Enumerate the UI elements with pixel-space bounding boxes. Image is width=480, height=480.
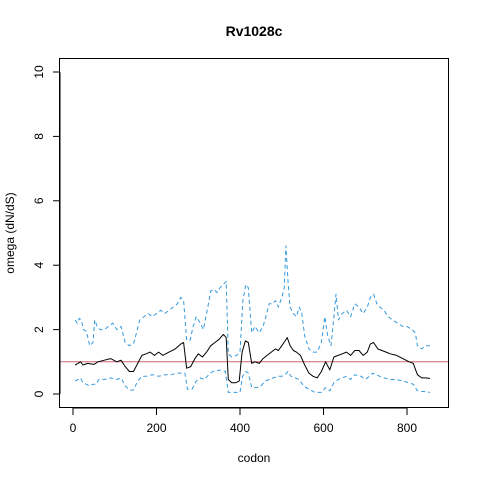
y-axis: 0 2 4 6 8 10: [32, 65, 61, 397]
plot-area-frame: [59, 58, 449, 408]
x-axis-label: codon: [238, 451, 271, 465]
x-tick-label: 0: [70, 421, 77, 435]
series-line-mean: [74, 333, 431, 384]
y-tick-label: 6: [32, 197, 46, 204]
series-layer: [60, 245, 448, 393]
y-tick-label: 0: [32, 390, 46, 397]
x-tick-label: 200: [146, 421, 166, 435]
y-tick-label: 10: [32, 65, 46, 79]
x-tick-label: 600: [313, 421, 333, 435]
y-tick-label: 2: [32, 326, 46, 333]
chart-title: Rv1028c: [226, 23, 283, 39]
y-tick-label: 8: [32, 133, 46, 140]
y-tick-label: 4: [32, 262, 46, 269]
series-line-upper: [74, 245, 430, 358]
series-line-lower: [74, 369, 431, 393]
y-axis-label: omega (dN/dS): [3, 192, 17, 273]
x-tick-label: 400: [230, 421, 250, 435]
x-tick-label: 800: [397, 421, 417, 435]
x-axis: 0 200 400 600 800: [70, 407, 417, 435]
